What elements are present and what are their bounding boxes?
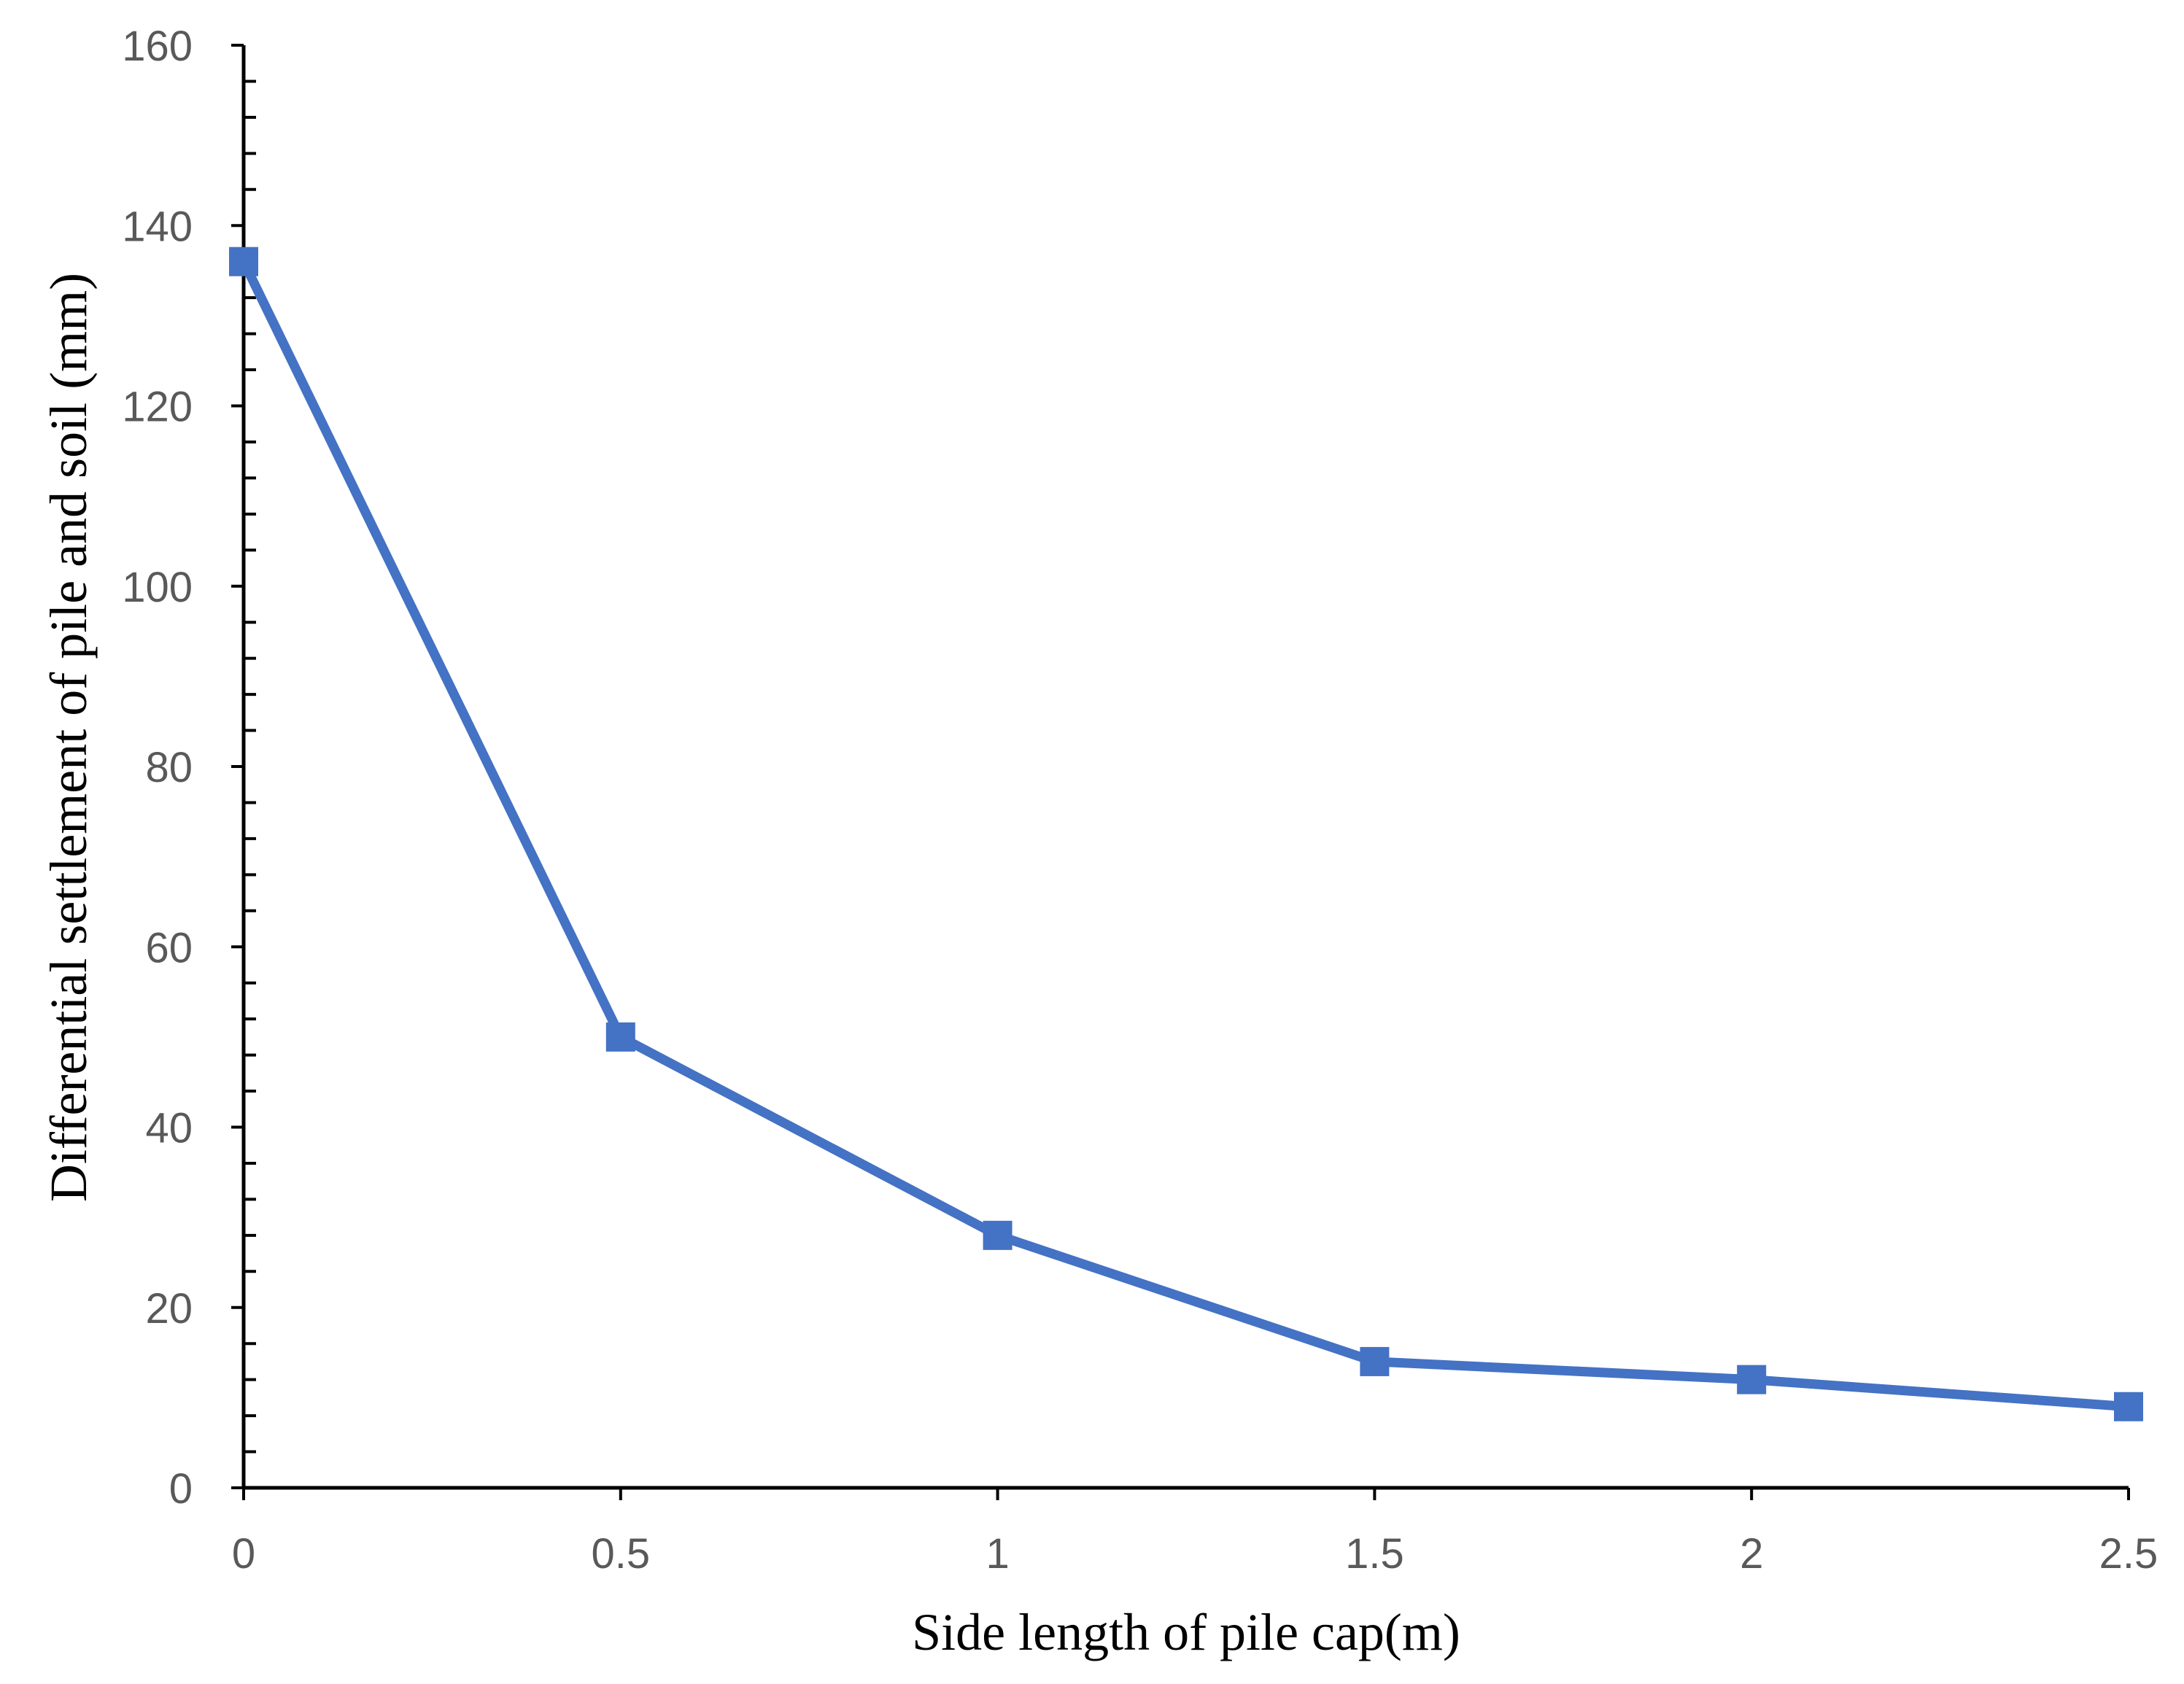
data-point-marker [983,1221,1012,1250]
x-axis-ticks [244,1488,2129,1500]
y-tick-label: 120 [122,384,193,431]
x-tick-label: 2.5 [2099,1530,2158,1578]
y-axis-title: Differential settlement of pile and soil… [39,273,98,1202]
plot-area: 0 20 40 60 80 100 120 140 160 0 0.5 1 1.5 2 2.5 [122,23,2158,1578]
x-tick-label: 1 [985,1530,1009,1578]
data-point-marker [1360,1347,1389,1376]
series-line [244,262,2129,1407]
y-tick-label: 80 [145,744,193,791]
y-tick-label: 160 [122,23,193,70]
x-tick-label: 0.5 [591,1530,650,1578]
data-point-marker [229,247,258,276]
series-layer [229,247,2143,1421]
data-point-marker [2114,1392,2143,1421]
x-tick-label: 2 [1740,1530,1763,1578]
y-tick-label: 40 [145,1105,193,1152]
y-tick-label: 100 [122,564,193,611]
data-point-marker [606,1023,635,1052]
y-tick-label: 140 [122,203,193,250]
y-tick-label: 20 [145,1285,193,1332]
x-tick-label: 1.5 [1345,1530,1404,1578]
x-tick-label: 0 [232,1530,255,1578]
chart: 0 20 40 60 80 100 120 140 160 0 0.5 1 1.5 2 2.5 Side … [0,0,2184,1684]
x-axis-tick-labels: 0 0.5 1 1.5 2 2.5 [232,1530,2158,1578]
y-axis-tick-labels: 0 20 40 60 80 100 120 140 160 [122,23,193,1513]
data-point-marker [1737,1365,1766,1394]
y-tick-label: 60 [145,924,193,971]
x-axis-title: Side length of pile cap(m) [912,1603,1460,1661]
y-tick-label: 0 [169,1465,193,1513]
